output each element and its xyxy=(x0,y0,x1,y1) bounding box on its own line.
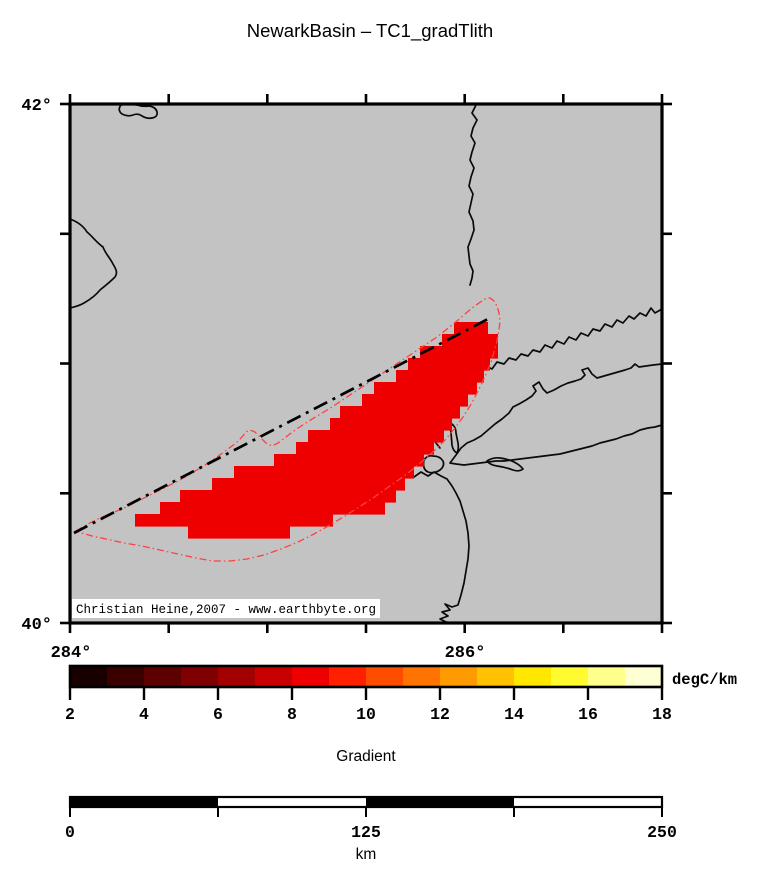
basin-cell-row xyxy=(330,418,452,431)
basin-cell-row xyxy=(135,514,333,527)
map-ticks xyxy=(60,94,672,633)
colorbar-cell xyxy=(144,667,182,686)
basin-cell-row xyxy=(180,490,396,503)
lat-label-bottom: 40° xyxy=(21,616,52,635)
colorbar-caption: Gradient xyxy=(336,748,396,765)
basin-cell-row xyxy=(308,430,444,443)
basin-cell-row xyxy=(160,502,385,515)
colorbar-cell xyxy=(366,667,404,686)
colorbar-tick-label: 8 xyxy=(287,705,297,724)
delaware-river xyxy=(69,218,118,309)
scalebar-labels: 0 125 250 xyxy=(65,823,677,842)
basin-cell-row xyxy=(420,346,498,359)
colorbar-ticks xyxy=(68,688,664,700)
basin-cell-row xyxy=(296,442,434,455)
map-geography xyxy=(69,103,663,624)
basin-outline xyxy=(74,297,501,562)
colorbar-cell xyxy=(218,667,256,686)
colorbar-cell xyxy=(551,667,589,686)
basin-grid xyxy=(135,322,498,539)
colorbar-cell xyxy=(514,667,552,686)
new-jersey-coastline xyxy=(399,471,470,624)
basin-cell-row xyxy=(188,526,290,539)
long-island-outline xyxy=(449,363,663,466)
map-frame xyxy=(68,102,664,625)
colorbar-tick-label: 12 xyxy=(430,705,450,724)
jamaica-bay xyxy=(486,456,524,472)
colorbar-cell xyxy=(477,667,515,686)
lon-label-left: 284° xyxy=(51,644,92,663)
colorbar-frame xyxy=(68,664,664,689)
basin-cell-row xyxy=(454,322,488,335)
colorbar-cell xyxy=(403,667,441,686)
colorbar-tick-label: 2 xyxy=(65,705,75,724)
basin-cell-row xyxy=(212,478,405,491)
colorbar-tick-label: 4 xyxy=(139,705,149,724)
lon-label-right: 286° xyxy=(445,644,486,663)
lake-outline xyxy=(118,103,158,120)
terrane-boundary-line xyxy=(73,316,491,535)
watermark-box xyxy=(72,599,380,618)
colorbar-labels: 2 4 6 8 10 12 14 16 18 xyxy=(65,705,672,724)
map-background xyxy=(70,104,662,623)
scalebar-ticks xyxy=(69,807,663,817)
figure-title: NewarkBasin – TC1_gradTlith xyxy=(247,20,493,42)
colorbar-cells xyxy=(70,667,663,686)
basin-cell-row xyxy=(362,394,468,407)
watermark-text: Christian Heine,2007 - www.earthbyte.org xyxy=(76,603,376,617)
colorbar-unit-label: degC/km xyxy=(672,671,737,689)
scalebar-segment xyxy=(218,798,366,806)
colorbar-cell xyxy=(625,667,663,686)
colorbar-tick-label: 16 xyxy=(578,705,598,724)
colorbar-cell xyxy=(329,667,367,686)
basin-cell-row xyxy=(374,382,477,395)
scalebar-segment xyxy=(70,798,218,806)
colorbar-cell xyxy=(440,667,478,686)
colorbar-tick-label: 14 xyxy=(504,705,524,724)
colorbar-tick-label: 18 xyxy=(652,705,672,724)
colorbar-tick-label: 10 xyxy=(356,705,376,724)
hudson-river xyxy=(467,104,478,286)
colorbar-cell xyxy=(292,667,330,686)
scalebar-unit-label: km xyxy=(356,846,377,863)
colorbar-cell xyxy=(107,667,145,686)
basin-cell-row xyxy=(442,334,498,347)
basin-cell-row xyxy=(234,466,414,479)
colorbar-cell xyxy=(70,667,108,686)
basin-cell-row xyxy=(274,454,424,467)
lat-label-top: 42° xyxy=(21,97,52,116)
basin-cell-row xyxy=(408,358,490,371)
basin-cell-row xyxy=(340,406,460,419)
scalebar-segment xyxy=(366,798,514,806)
colorbar-cell xyxy=(588,667,626,686)
colorbar-tick-label: 6 xyxy=(213,705,223,724)
colorbar-cell xyxy=(181,667,219,686)
scalebar-label: 125 xyxy=(351,823,381,842)
scalebar-label: 250 xyxy=(647,823,677,842)
scalebar-label: 0 xyxy=(65,823,75,842)
scalebar-segment xyxy=(514,798,662,806)
colorbar-cell xyxy=(255,667,293,686)
basin-cell-row xyxy=(396,370,484,383)
scalebar-segments xyxy=(70,798,662,806)
staten-island xyxy=(422,454,445,474)
